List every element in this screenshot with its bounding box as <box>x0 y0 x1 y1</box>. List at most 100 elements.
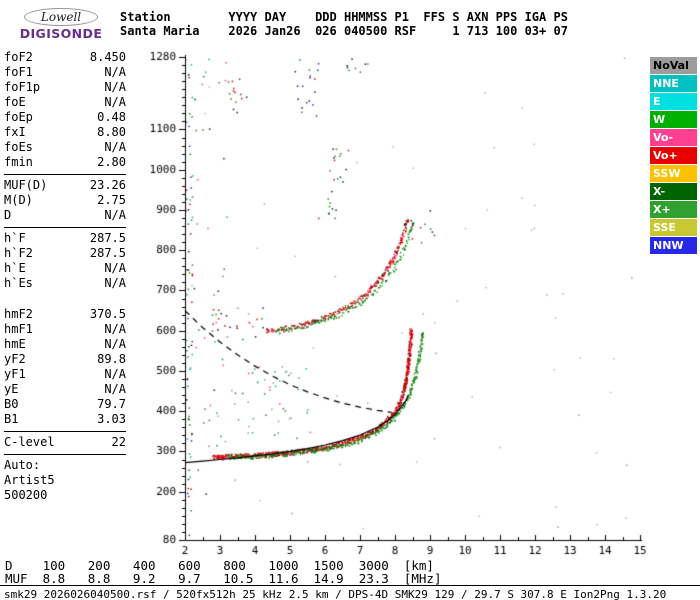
distance-row: D 100 200 400 600 800 1000 1500 3000 [km… <box>5 558 434 573</box>
legend-item-sse: SSE <box>650 219 697 236</box>
param-label: Auto: <box>4 458 41 472</box>
panel-separator <box>4 174 126 175</box>
legend-item-e: E <box>650 93 697 110</box>
param-label: h`F <box>4 231 26 245</box>
param-row-fmin: fmin 2.80 <box>4 155 126 170</box>
legend-item-vo: Vo- <box>650 129 697 146</box>
param-value: N/A <box>104 322 126 336</box>
param-label: h`E <box>4 261 26 275</box>
param-row-md: M(D) 2.75 <box>4 193 126 208</box>
muf-row: MUF 8.8 8.8 9.2 9.7 10.5 11.6 14.9 23.3 … <box>5 571 442 586</box>
param-label: fxI <box>4 125 26 139</box>
param-value: 287.5 <box>89 231 126 245</box>
param-row-clevel: C-level 22 <box>4 435 126 450</box>
legend-item-w: W <box>650 111 697 128</box>
param-value: 8.450 <box>89 50 126 64</box>
panel-separator <box>4 454 126 455</box>
param-row-fxi: fxI 8.80 <box>4 125 126 140</box>
param-row-hmf2: hmF2 370.5 <box>4 307 126 322</box>
param-label: foF1p <box>4 80 41 94</box>
param-label: hmF2 <box>4 307 33 321</box>
param-value: N/A <box>104 208 126 222</box>
param-label: foE <box>4 95 26 109</box>
param-row-hf: h`F 287.5 <box>4 231 126 246</box>
param-row-500200: 500200 <box>4 488 126 503</box>
legend-item-vo: Vo+ <box>650 147 697 164</box>
header-column-titles: Station YYYY DAY DDD HHMMSS P1 FFS S AXN… <box>120 10 568 24</box>
param-row-d: D N/A <box>4 208 126 223</box>
param-label: fmin <box>4 155 33 169</box>
param-label: foEs <box>4 140 33 154</box>
param-value: 22 <box>111 435 126 449</box>
param-label: MUF(D) <box>4 178 48 192</box>
param-label: M(D) <box>4 193 33 207</box>
param-label: h`F2 <box>4 246 33 260</box>
panel-separator <box>4 431 126 432</box>
param-row-hes: h`Es N/A <box>4 276 126 291</box>
param-row-hmf1: hmF1 N/A <box>4 322 126 337</box>
param-value: N/A <box>104 382 126 396</box>
legend-item-nnw: NNW <box>650 237 697 254</box>
param-row-fof1p: foF1p N/A <box>4 80 126 95</box>
param-value: N/A <box>104 95 126 109</box>
param-value: N/A <box>104 261 126 275</box>
param-row-foes: foEs N/A <box>4 140 126 155</box>
param-label: yF1 <box>4 367 26 381</box>
param-row-auto: Auto: <box>4 458 126 473</box>
panel-gap <box>4 291 126 307</box>
legend-item-ssw: SSW <box>650 165 697 182</box>
ionogram-plot-canvas <box>140 45 650 560</box>
legend-item-nne: NNE <box>650 75 697 92</box>
param-value: N/A <box>104 367 126 381</box>
param-row-mufd: MUF(D) 23.26 <box>4 178 126 193</box>
param-row-artist5: Artist5 <box>4 473 126 488</box>
param-value: 23.26 <box>89 178 126 192</box>
param-value: 89.8 <box>97 352 126 366</box>
param-row-hf2: h`F2 287.5 <box>4 246 126 261</box>
param-row-ye: yE N/A <box>4 382 126 397</box>
lowell-logo-oval: Lowell <box>23 8 99 26</box>
param-value: 287.5 <box>89 246 126 260</box>
param-label: hmF1 <box>4 322 33 336</box>
param-value: 0.48 <box>97 110 126 124</box>
param-label: h`Es <box>4 276 33 290</box>
lowell-logo-text: Lowell <box>40 10 82 24</box>
header-station-values: Santa Maria 2026 Jan26 026 040500 RSF 1 … <box>120 24 568 38</box>
param-label: B0 <box>4 397 19 411</box>
param-row-yf2: yF2 89.8 <box>4 352 126 367</box>
param-value: N/A <box>104 337 126 351</box>
param-value: 2.80 <box>97 155 126 169</box>
param-label: yE <box>4 382 19 396</box>
panel-separator <box>4 227 126 228</box>
param-label: B1 <box>4 412 19 426</box>
param-label: hmE <box>4 337 26 351</box>
param-label: yF2 <box>4 352 26 366</box>
param-row-b0: B0 79.7 <box>4 397 126 412</box>
param-label: 500200 <box>4 488 48 502</box>
param-value: N/A <box>104 140 126 154</box>
param-value: N/A <box>104 80 126 94</box>
param-row-yf1: yF1 N/A <box>4 367 126 382</box>
footer-status-line: smk29_2026026040500.rsf / 520fx512h 25 k… <box>0 585 700 600</box>
param-value: 2.75 <box>97 193 126 207</box>
param-value: 8.80 <box>97 125 126 139</box>
param-label: D <box>4 208 12 222</box>
lowell-digisonde-logo: Lowell DIGISONDE <box>6 6 116 41</box>
param-row-foep: foEp 0.48 <box>4 110 126 125</box>
digisonde-logo-text: DIGISONDE <box>19 26 103 41</box>
param-label: foEp <box>4 110 33 124</box>
param-row-fof1: foF1 N/A <box>4 65 126 80</box>
legend-item-x: X- <box>650 183 697 200</box>
param-label: C-level <box>4 435 55 449</box>
param-row-foe: foE N/A <box>4 95 126 110</box>
param-value: N/A <box>104 65 126 79</box>
param-row-b1: B1 3.03 <box>4 412 126 427</box>
legend-item-noval: NoVal <box>650 57 697 74</box>
param-row-he: h`E N/A <box>4 261 126 276</box>
legend-item-x: X+ <box>650 201 697 218</box>
param-value: 370.5 <box>89 307 126 321</box>
param-value: 79.7 <box>97 397 126 411</box>
param-label: Artist5 <box>4 473 55 487</box>
param-value: N/A <box>104 276 126 290</box>
